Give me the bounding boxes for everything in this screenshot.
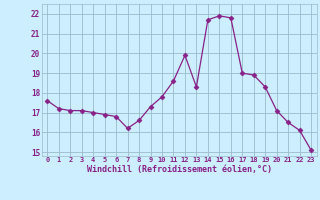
X-axis label: Windchill (Refroidissement éolien,°C): Windchill (Refroidissement éolien,°C) — [87, 165, 272, 174]
